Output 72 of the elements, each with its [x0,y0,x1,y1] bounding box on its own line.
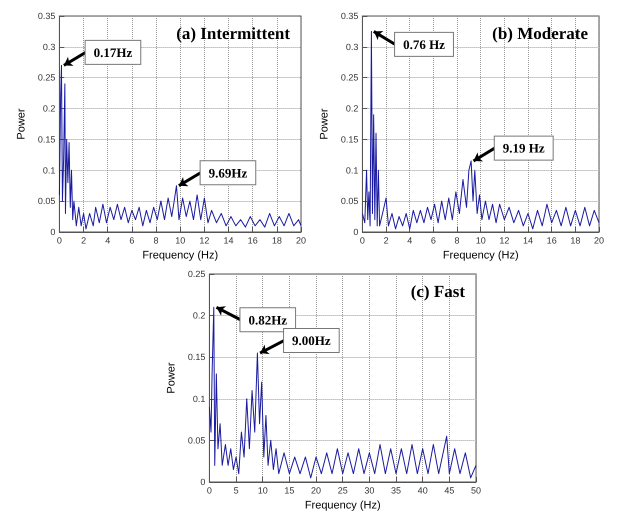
y-tick-label: 0.1 [346,165,358,176]
y-tick-label: 0.2 [192,310,206,321]
y-tick-label: 0.2 [42,104,56,114]
y-tick-label: 0.3 [346,42,358,52]
y-tick-label: 0.25 [188,269,206,279]
x-tick-label: 50 [470,486,482,496]
annotation: 9.69Hz [208,165,248,180]
line-series [58,64,302,230]
x-tick-label: 40 [418,486,428,496]
x-tick-label: 20 [311,486,322,496]
y-tick-label: 0.3 [42,42,56,52]
x-tick-label: 20 [594,236,604,246]
x-tick-label: 16 [546,236,557,246]
x-tick-label: 4 [407,236,412,246]
x-tick-label: 10 [258,486,268,496]
x-tick-label: 18 [272,236,282,246]
y-tick-label: 0.05 [188,435,206,446]
x-tick-label: 12 [499,236,510,246]
x-axis-title: Frequency (Hz) [442,250,519,262]
y-axis-title: Power [318,108,330,140]
y-tick-label: 0 [200,477,206,487]
text: (c) Fast [410,282,466,301]
x-axis-title: Frequency (Hz) [142,250,218,262]
y-tick-label: 0.05 [340,196,358,206]
y-tick-label: 0.15 [38,134,56,144]
y-tick-label: 0.15 [340,134,358,144]
x-tick-label: 10 [175,236,186,246]
x-tick-label: 20 [296,236,306,246]
annotation: 0.76 Hz [403,36,446,52]
y-tick-label: 0.1 [192,394,206,404]
y-tick-label: 0 [353,227,358,237]
x-tick-label: 0 [206,486,212,496]
x-tick-label: 6 [129,236,134,246]
annotation: 9.19 Hz [502,140,545,156]
y-axis-title: Power [16,108,28,140]
x-tick-label: 0 [56,236,62,246]
x-tick-label: 0 [360,236,365,246]
x-tick-label: 14 [224,236,234,246]
annotation: 0.82Hz [248,312,288,328]
x-tick-label: 25 [338,486,348,496]
x-tick-label: 45 [444,486,454,496]
x-tick-label: 2 [384,236,389,246]
x-tick-label: 2 [81,236,86,246]
x-tick-label: 12 [199,236,210,246]
y-tick-label: 0.35 [340,11,358,21]
y-tick-label: 0.15 [188,352,206,362]
text: (a) Intermittent [176,24,290,43]
x-tick-label: 30 [364,486,374,496]
annotation: 0.17Hz [94,44,132,60]
annotation: 9.00Hz [292,333,331,348]
y-tick-label: 0.25 [340,72,358,83]
x-tick-label: 6 [430,236,436,246]
y-tick-label: 0.05 [38,196,56,206]
line-series [208,306,476,478]
x-tick-label: 16 [248,236,258,246]
x-tick-label: 4 [105,236,110,246]
x-axis-title: Frequency (Hz) [304,500,381,512]
y-tick-label: 0.1 [42,165,56,176]
x-tick-label: 8 [154,236,159,246]
x-tick-label: 10 [476,236,486,246]
x-tick-label: 8 [454,236,460,246]
y-axis-title: Power [166,362,178,394]
x-tick-label: 14 [523,236,534,246]
y-tick-label: 0.2 [346,104,358,114]
y-tick-label: 0.25 [38,72,56,83]
y-tick-label: 0 [50,227,56,237]
text: (b) Moderate [492,24,588,43]
x-tick-label: 35 [391,486,402,496]
x-tick-label: 5 [234,486,239,496]
x-tick-label: 15 [284,486,294,496]
y-tick-label: 0.35 [38,11,56,21]
x-tick-label: 18 [570,236,580,246]
